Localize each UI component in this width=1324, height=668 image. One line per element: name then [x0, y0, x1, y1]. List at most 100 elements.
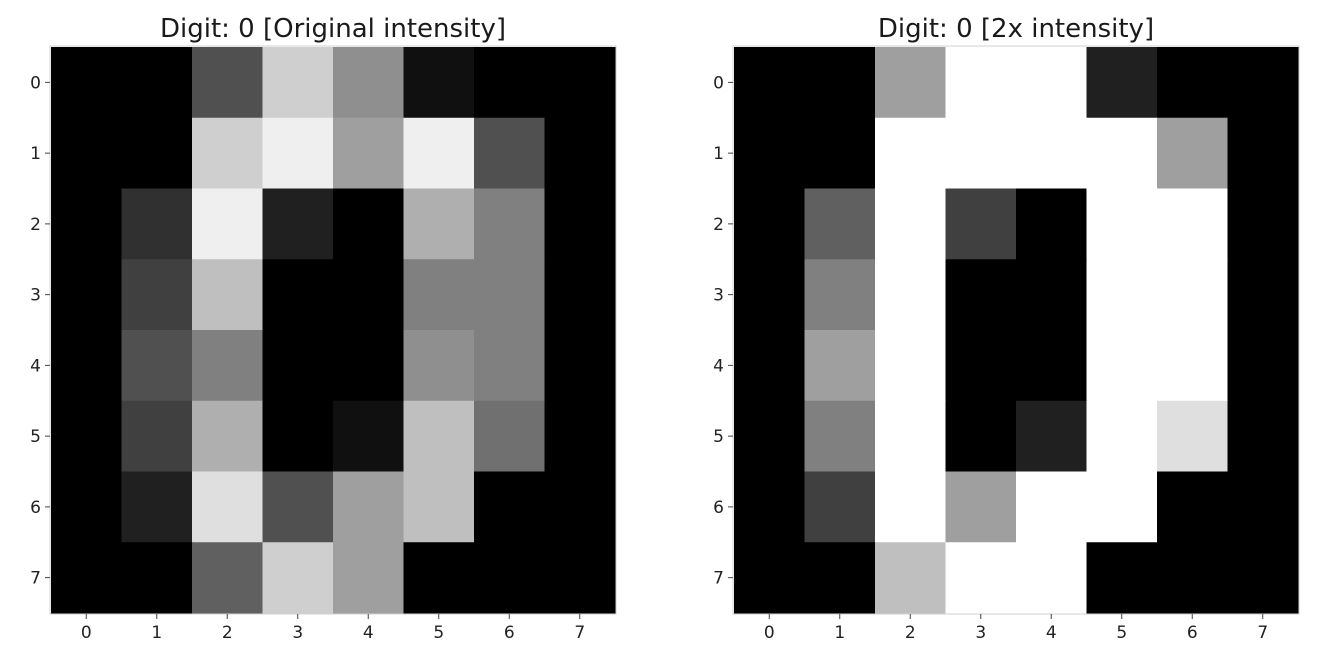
axis-ticks-original: 0 1 2 3 4 5 6 7 0 1 2 3 4 5 6 7: [30, 73, 585, 643]
heatmap-cell-original-r4-c1: [121, 330, 193, 402]
heatmap-cell-2x-r1-c6: [1157, 117, 1229, 190]
heatmap-cell-original-r5-c3: [262, 400, 334, 473]
heatmap-cells-2x: [734, 47, 1299, 614]
heatmap-cell-2x-r4-c6: [1157, 330, 1229, 402]
heatmap-cell-original-r7-c1: [121, 542, 193, 614]
heatmap-cell-original-r6-c2: [192, 471, 264, 543]
heatmap-cell-2x-r0-c0: [734, 47, 806, 119]
heatmap-cell-original-r2-c5: [403, 188, 475, 260]
heatmap-cell-2x-r0-c5: [1086, 47, 1158, 119]
heatmap-cell-original-r6-c3: [262, 471, 334, 543]
heatmap-cell-2x-r5-c1: [804, 400, 876, 473]
y-tick-label-2x-7: 7: [713, 569, 724, 589]
heatmap-cell-original-r4-c4: [333, 330, 405, 402]
heatmap-cell-original-r3-c2: [192, 259, 264, 331]
heatmap-cell-2x-r4-c2: [875, 330, 947, 402]
heatmap-cell-original-r6-c0: [51, 471, 123, 543]
heatmap-cell-original-r4-c5: [403, 330, 475, 402]
heatmap-cell-2x-r1-c3: [945, 117, 1017, 190]
heatmap-cell-original-r3-c4: [333, 259, 405, 331]
heatmap-panel-original: Digit: 0 [Original intensity] 0 1 2 3 4 5 6 7 0 1…: [30, 14, 617, 643]
y-tick-label-original-6: 6: [30, 498, 41, 518]
heatmap-cell-2x-r5-c2: [875, 400, 947, 473]
heatmap-cell-2x-r4-c0: [734, 330, 806, 402]
heatmap-cell-2x-r7-c1: [804, 542, 876, 614]
heatmap-cell-original-r6-c4: [333, 471, 405, 543]
heatmap-cell-2x-r7-c4: [1016, 542, 1088, 614]
plot-frame-original: [49, 45, 617, 615]
heatmap-cell-original-r1-c7: [544, 117, 616, 190]
y-tick-label-original-5: 5: [30, 427, 41, 447]
heatmap-cell-2x-r1-c7: [1227, 117, 1299, 190]
x-tick-label-2x-1: 1: [834, 623, 845, 643]
heatmap-cell-2x-r7-c7: [1227, 542, 1299, 614]
heatmap-cell-2x-r4-c3: [945, 330, 1017, 402]
heatmap-cell-original-r5-c1: [121, 400, 193, 473]
heatmap-cell-original-r5-c0: [51, 400, 123, 473]
heatmap-cell-2x-r0-c7: [1227, 47, 1299, 119]
heatmap-cell-original-r3-c7: [544, 259, 616, 331]
heatmap-cell-original-r3-c3: [262, 259, 334, 331]
heatmap-cell-2x-r0-c4: [1016, 47, 1088, 119]
heatmap-cell-original-r1-c3: [262, 117, 334, 190]
heatmap-cell-2x-r6-c2: [875, 471, 947, 543]
heatmap-cell-2x-r3-c2: [875, 259, 947, 331]
heatmap-cell-2x-r6-c0: [734, 471, 806, 543]
heatmap-cell-original-r3-c1: [121, 259, 193, 331]
heatmap-cell-original-r4-c3: [262, 330, 334, 402]
x-tick-label-original-0: 0: [81, 623, 92, 643]
heatmap-cell-original-r0-c5: [403, 47, 475, 119]
heatmap-cell-original-r0-c4: [333, 47, 405, 119]
y-tick-label-2x-5: 5: [713, 427, 724, 447]
x-tick-label-original-3: 3: [292, 623, 303, 643]
heatmap-cell-2x-r2-c0: [734, 188, 806, 260]
chart-title-2x: Digit: 0 [2x intensity]: [878, 14, 1154, 44]
heatmap-cell-original-r5-c7: [544, 400, 616, 473]
heatmap-cell-original-r2-c6: [474, 188, 546, 260]
heatmap-cell-original-r0-c7: [544, 47, 616, 119]
heatmap-cell-2x-r6-c5: [1086, 471, 1158, 543]
heatmap-cell-original-r2-c3: [262, 188, 334, 260]
heatmap-cell-original-r7-c0: [51, 542, 123, 614]
heatmap-cell-original-r4-c7: [544, 330, 616, 402]
y-tick-label-original-1: 1: [30, 144, 41, 164]
heatmap-cell-original-r6-c5: [403, 471, 475, 543]
heatmap-cell-original-r7-c5: [403, 542, 475, 614]
heatmap-cell-original-r5-c6: [474, 400, 546, 473]
heatmap-cell-original-r7-c3: [262, 542, 334, 614]
heatmap-cell-original-r0-c6: [474, 47, 546, 119]
heatmap-cell-original-r1-c1: [121, 117, 193, 190]
heatmap-cell-2x-r1-c1: [804, 117, 876, 190]
heatmap-cell-original-r4-c6: [474, 330, 546, 402]
heatmap-cell-original-r6-c7: [544, 471, 616, 543]
heatmap-cell-2x-r3-c6: [1157, 259, 1229, 331]
x-tick-label-original-6: 6: [504, 623, 515, 643]
heatmap-cell-original-r5-c5: [403, 400, 475, 473]
y-tick-label-2x-3: 3: [713, 286, 724, 306]
y-tick-label-original-0: 0: [30, 73, 41, 93]
heatmap-cell-2x-r6-c4: [1016, 471, 1088, 543]
heatmap-cell-original-r5-c4: [333, 400, 405, 473]
plot-frame-2x: [732, 45, 1300, 615]
heatmap-cell-original-r0-c0: [51, 47, 123, 119]
heatmap-cell-original-r7-c4: [333, 542, 405, 614]
heatmap-cell-original-r2-c7: [544, 188, 616, 260]
x-tick-label-original-4: 4: [363, 623, 374, 643]
heatmap-cell-original-r1-c2: [192, 117, 264, 190]
heatmap-cell-2x-r3-c7: [1227, 259, 1299, 331]
heatmap-cell-2x-r0-c6: [1157, 47, 1229, 119]
x-tick-label-2x-5: 5: [1116, 623, 1127, 643]
y-tick-label-original-2: 2: [30, 215, 41, 235]
y-tick-label-original-4: 4: [30, 356, 41, 376]
heatmap-cell-2x-r7-c3: [945, 542, 1017, 614]
heatmap-cell-2x-r2-c6: [1157, 188, 1229, 260]
heatmap-panel-2x: Digit: 0 [2x intensity] 0 1 2 3 4 5 6 7 0 1 2 3 4 5 6 7: [713, 14, 1300, 643]
x-tick-label-original-2: 2: [222, 623, 233, 643]
heatmap-cell-2x-r3-c4: [1016, 259, 1088, 331]
heatmap-cell-2x-r6-c3: [945, 471, 1017, 543]
heatmap-cell-original-r2-c0: [51, 188, 123, 260]
heatmap-cell-original-r1-c5: [403, 117, 475, 190]
heatmap-cell-2x-r4-c4: [1016, 330, 1088, 402]
heatmap-cell-original-r7-c2: [192, 542, 264, 614]
y-tick-label-original-3: 3: [30, 286, 41, 306]
